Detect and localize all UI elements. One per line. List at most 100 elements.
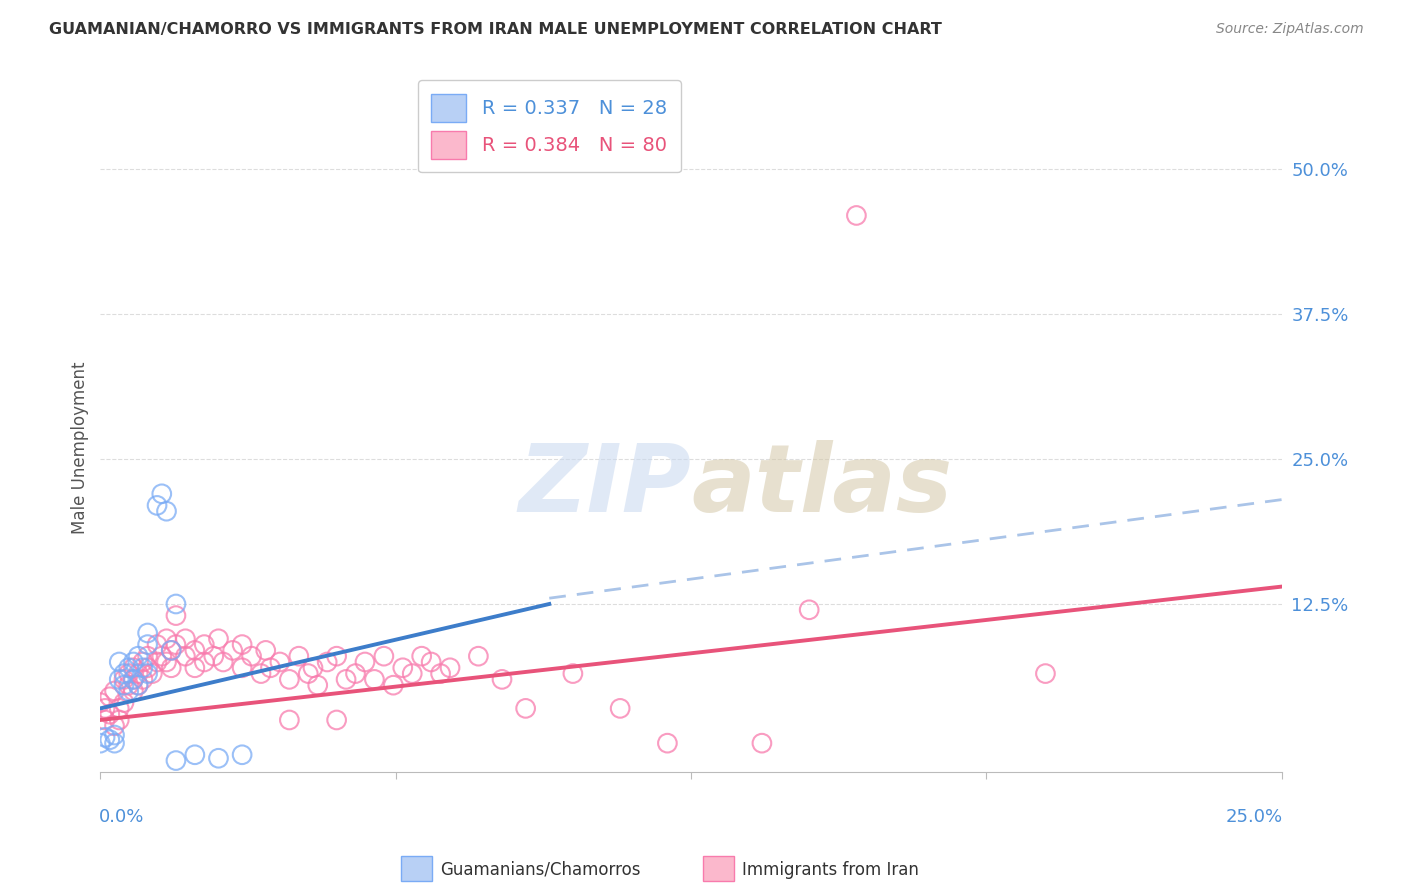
- Point: [89, 736, 111, 750]
- Point: [278, 713, 301, 727]
- Point: [108, 655, 131, 669]
- Point: [155, 504, 177, 518]
- Point: [231, 747, 253, 762]
- Text: Immigrants from Iran: Immigrants from Iran: [742, 861, 920, 879]
- Point: [103, 719, 125, 733]
- Point: [122, 684, 145, 698]
- Point: [94, 701, 117, 715]
- Point: [373, 649, 395, 664]
- Point: [127, 649, 149, 664]
- Point: [515, 701, 537, 715]
- Point: [1035, 666, 1057, 681]
- Point: [845, 209, 868, 223]
- Point: [118, 661, 141, 675]
- Point: [278, 673, 301, 687]
- Point: [344, 666, 367, 681]
- Text: Guamanians/Chamorros: Guamanians/Chamorros: [440, 861, 641, 879]
- Point: [657, 736, 679, 750]
- Point: [174, 632, 197, 646]
- Point: [259, 661, 281, 675]
- Point: [112, 673, 135, 687]
- Point: [269, 655, 291, 669]
- Point: [184, 661, 207, 675]
- Text: ZIP: ZIP: [519, 441, 690, 533]
- Point: [439, 661, 461, 675]
- Point: [491, 673, 513, 687]
- Point: [250, 666, 273, 681]
- Point: [240, 649, 263, 664]
- Point: [94, 713, 117, 727]
- Point: [112, 696, 135, 710]
- Point: [429, 666, 451, 681]
- Point: [561, 666, 583, 681]
- Point: [122, 661, 145, 675]
- Point: [382, 678, 405, 692]
- Point: [118, 666, 141, 681]
- Point: [165, 608, 187, 623]
- Point: [136, 649, 159, 664]
- Point: [132, 655, 155, 669]
- Point: [98, 690, 121, 704]
- Point: [391, 661, 413, 675]
- Point: [136, 626, 159, 640]
- Point: [207, 751, 229, 765]
- Point: [146, 499, 169, 513]
- Point: [363, 673, 385, 687]
- Point: [136, 638, 159, 652]
- Point: [231, 661, 253, 675]
- Point: [231, 638, 253, 652]
- Point: [193, 655, 215, 669]
- Point: [221, 643, 243, 657]
- Point: [127, 678, 149, 692]
- Point: [307, 678, 329, 692]
- Point: [112, 678, 135, 692]
- Text: 25.0%: 25.0%: [1226, 808, 1282, 826]
- Point: [118, 678, 141, 692]
- Point: [150, 649, 173, 664]
- Point: [354, 655, 377, 669]
- Point: [254, 643, 277, 657]
- Point: [98, 732, 121, 747]
- Point: [127, 678, 149, 692]
- Point: [89, 696, 111, 710]
- Point: [132, 661, 155, 675]
- Text: GUAMANIAN/CHAMORRO VS IMMIGRANTS FROM IRAN MALE UNEMPLOYMENT CORRELATION CHART: GUAMANIAN/CHAMORRO VS IMMIGRANTS FROM IR…: [49, 22, 942, 37]
- Point: [112, 666, 135, 681]
- Point: [122, 655, 145, 669]
- Point: [335, 673, 357, 687]
- Point: [103, 736, 125, 750]
- Point: [165, 754, 187, 768]
- Y-axis label: Male Unemployment: Male Unemployment: [72, 361, 89, 533]
- Point: [212, 655, 235, 669]
- Point: [799, 603, 821, 617]
- Point: [108, 673, 131, 687]
- Point: [146, 655, 169, 669]
- Point: [141, 666, 163, 681]
- Point: [751, 736, 773, 750]
- Point: [325, 713, 347, 727]
- Point: [118, 684, 141, 698]
- Point: [297, 666, 319, 681]
- Point: [122, 673, 145, 687]
- Point: [165, 597, 187, 611]
- Point: [108, 713, 131, 727]
- Point: [302, 661, 325, 675]
- Point: [184, 747, 207, 762]
- Point: [165, 638, 187, 652]
- Point: [146, 638, 169, 652]
- Point: [316, 655, 339, 669]
- Point: [103, 728, 125, 742]
- Point: [98, 707, 121, 722]
- Text: Source: ZipAtlas.com: Source: ZipAtlas.com: [1216, 22, 1364, 37]
- Point: [609, 701, 631, 715]
- Point: [136, 666, 159, 681]
- Point: [411, 649, 433, 664]
- Point: [160, 661, 183, 675]
- Point: [207, 632, 229, 646]
- Legend: R = 0.337   N = 28, R = 0.384   N = 80: R = 0.337 N = 28, R = 0.384 N = 80: [418, 80, 681, 172]
- Point: [127, 666, 149, 681]
- Point: [420, 655, 443, 669]
- Point: [150, 487, 173, 501]
- Point: [94, 731, 117, 745]
- Point: [174, 649, 197, 664]
